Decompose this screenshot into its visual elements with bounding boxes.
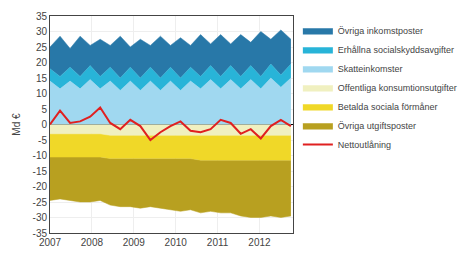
svg-text:2010: 2010: [165, 237, 188, 248]
svg-text:-25: -25: [33, 197, 48, 208]
svg-text:2008: 2008: [81, 237, 104, 248]
svg-text:30: 30: [36, 26, 48, 37]
svg-text:Betalda sociala förmåner: Betalda sociala förmåner: [338, 102, 438, 112]
svg-text:2007: 2007: [39, 237, 62, 248]
svg-text:Nettoutlåning: Nettoutlåning: [338, 140, 391, 150]
svg-text:25: 25: [36, 42, 48, 53]
svg-text:Övriga inkomstposter: Övriga inkomstposter: [338, 26, 423, 36]
svg-text:10: 10: [36, 88, 48, 99]
svg-text:Offentliga konsumtionsutgifter: Offentliga konsumtionsutgifter: [338, 83, 457, 93]
svg-text:5: 5: [41, 104, 47, 115]
svg-text:2011: 2011: [207, 237, 229, 248]
svg-text:0: 0: [41, 119, 47, 130]
svg-text:Md €: Md €: [11, 113, 22, 136]
svg-text:-35: -35: [33, 228, 48, 239]
svg-text:-5: -5: [38, 135, 47, 146]
svg-text:-20: -20: [33, 181, 48, 192]
svg-text:15: 15: [36, 73, 48, 84]
svg-text:2012: 2012: [248, 237, 271, 248]
svg-text:-10: -10: [33, 150, 48, 161]
svg-text:Erhållna socialskyddsavgifter: Erhållna socialskyddsavgifter: [338, 45, 454, 55]
svg-text:2009: 2009: [123, 237, 146, 248]
svg-text:20: 20: [36, 57, 48, 68]
svg-text:Skatteinkomster: Skatteinkomster: [338, 64, 403, 74]
svg-text:-30: -30: [33, 212, 48, 223]
svg-text:35: 35: [36, 11, 48, 22]
svg-text:-15: -15: [33, 166, 48, 177]
svg-text:Övriga utgiftsposter: Övriga utgiftsposter: [338, 121, 416, 131]
